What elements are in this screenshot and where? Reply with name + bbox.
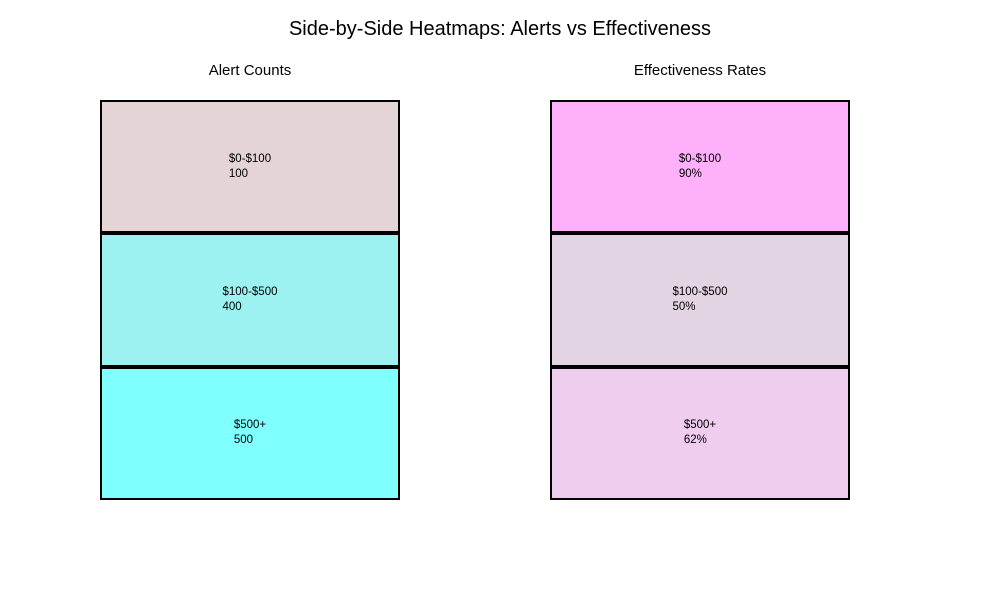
- heatmap-cell: $0-$100 90%: [550, 100, 850, 234]
- heatmap-cell: $100-$500 50%: [550, 233, 850, 367]
- cell-category-label: $500+: [233, 419, 267, 432]
- heatmap-panel-effectiveness-rates: $0-$100 90% $100-$500 50% $500+ 62%: [550, 100, 850, 500]
- cell-value-label: 500: [233, 434, 254, 447]
- cell-label: $500+ 62%: [684, 418, 716, 448]
- heatmap-cell: $100-$500 400: [100, 233, 400, 367]
- cell-category-label: $0-$100: [678, 152, 722, 165]
- cell-value-label: 100: [228, 167, 249, 180]
- figure-title: Side-by-Side Heatmaps: Alerts vs Effecti…: [288, 18, 712, 40]
- cell-label: $100-$500 400: [223, 285, 278, 315]
- cell-value-label: 90%: [678, 167, 702, 180]
- cell-label: $0-$100 100: [229, 152, 271, 182]
- cell-category-label: $100-$500: [222, 285, 278, 298]
- heatmap-panel-alert-counts: $0-$100 100 $100-$500 400 $500+ 500: [100, 100, 400, 500]
- cell-value-label: 400: [222, 300, 242, 313]
- cell-category-label: $0-$100: [228, 152, 272, 165]
- panel-title-effectiveness-rates: Effectiveness Rates: [633, 62, 767, 79]
- heatmap-cell: $0-$100 100: [100, 100, 400, 234]
- cell-value-label: 62%: [683, 434, 707, 447]
- cell-category-label: $100-$500: [672, 285, 728, 298]
- cell-category-label: $500+: [683, 419, 717, 432]
- cell-label: $500+ 500: [234, 418, 266, 448]
- cell-value-label: 50%: [672, 300, 696, 313]
- panel-title-alert-counts: Alert Counts: [208, 62, 292, 79]
- heatmap-cell: $500+ 500: [100, 366, 400, 500]
- cell-label: $0-$100 90%: [679, 152, 721, 182]
- cell-label: $100-$500 50%: [673, 285, 728, 315]
- heatmap-cell: $500+ 62%: [550, 366, 850, 500]
